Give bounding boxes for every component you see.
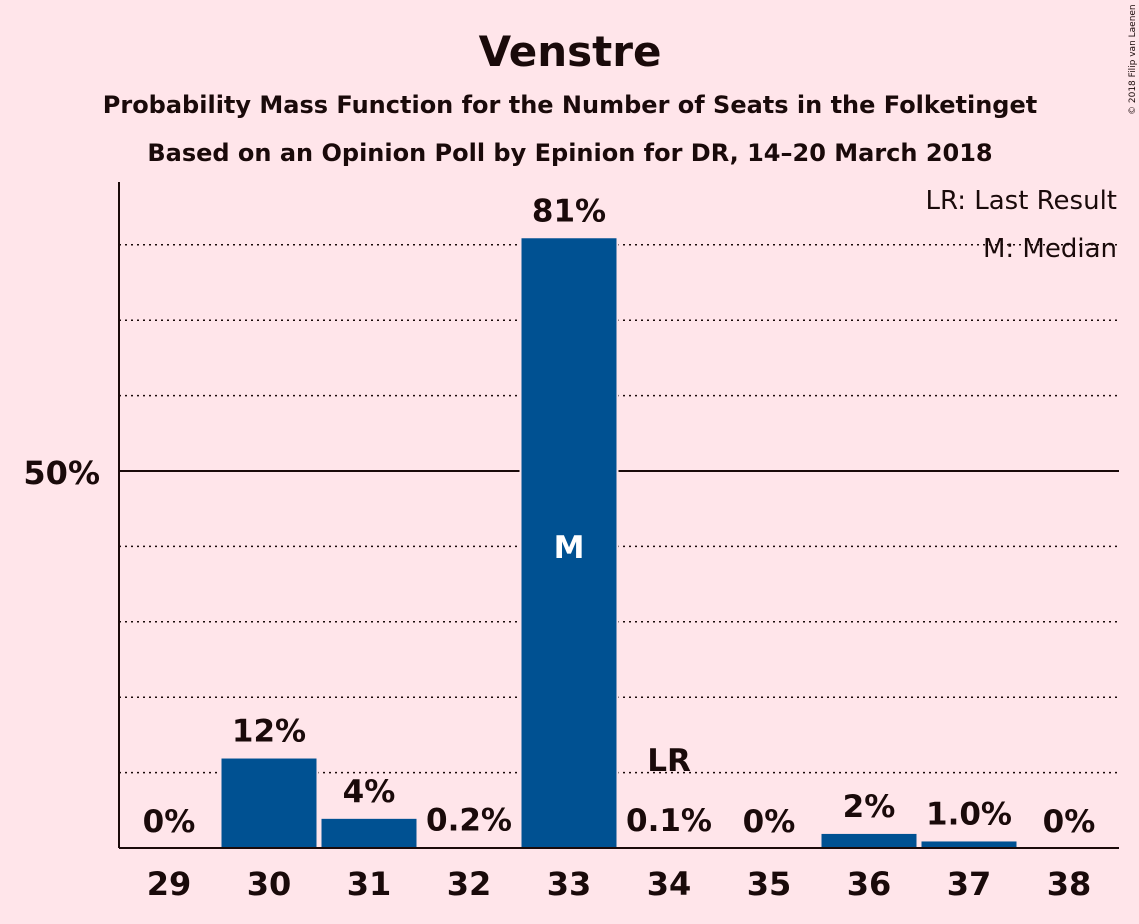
value-labels: 0% 12% 4% 0.2% 81% M 0.1% LR 0% 2% 1.0% 0% <box>143 193 1096 840</box>
value-label-30: 12% <box>232 714 306 750</box>
x-tick-labels: 29 30 31 32 33 34 35 36 37 38 <box>147 865 1092 903</box>
last-result-marker: LR <box>647 743 691 779</box>
value-label-29: 0% <box>143 804 196 840</box>
bar-31 <box>319 816 419 850</box>
x-tick-label-38: 38 <box>1047 865 1092 903</box>
bar-30 <box>219 756 319 850</box>
value-label-31: 4% <box>343 774 396 810</box>
value-label-33: 81% <box>532 193 606 229</box>
bar-36 <box>819 831 919 849</box>
y-tick-label-50: 50% <box>23 454 100 492</box>
value-label-34: 0.1% <box>626 803 712 839</box>
median-marker: M <box>554 530 585 566</box>
value-label-32: 0.2% <box>426 802 512 838</box>
chart-title: Venstre <box>479 27 662 76</box>
value-label-38: 0% <box>1043 804 1096 840</box>
x-tick-label-37: 37 <box>947 865 992 903</box>
x-tick-label-30: 30 <box>247 865 292 903</box>
gridlines <box>119 244 1119 774</box>
x-tick-label-35: 35 <box>747 865 792 903</box>
value-label-35: 0% <box>743 804 796 840</box>
x-tick-label-29: 29 <box>147 865 192 903</box>
x-tick-label-33: 33 <box>547 865 592 903</box>
copyright-text: © 2018 Filip van Laenen <box>1128 4 1138 115</box>
x-tick-label-34: 34 <box>647 865 692 903</box>
bars <box>219 236 1019 850</box>
legend-last-result: LR: Last Result <box>925 186 1117 216</box>
legend-median: M: Median <box>983 234 1117 264</box>
x-tick-label-36: 36 <box>847 865 892 903</box>
bar-33 <box>519 236 619 849</box>
chart-subtitle: Probability Mass Function for the Number… <box>103 91 1037 119</box>
chart-subtitle-2: Based on an Opinion Poll by Epinion for … <box>147 139 992 167</box>
x-tick-label-32: 32 <box>447 865 492 903</box>
value-label-37: 1.0% <box>926 796 1012 832</box>
value-label-36: 2% <box>843 789 896 825</box>
bar-37 <box>919 839 1019 850</box>
x-tick-label-31: 31 <box>347 865 392 903</box>
